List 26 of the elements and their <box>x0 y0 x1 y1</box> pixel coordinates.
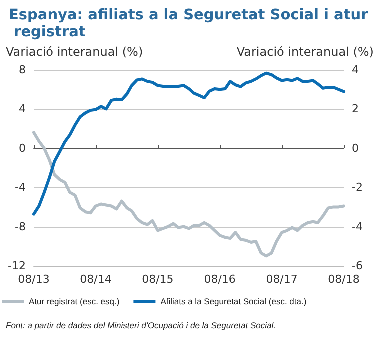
y2-tick-label: 0 <box>352 142 359 155</box>
x-tick-label: 08/14 <box>80 273 112 286</box>
y-tick-label: 8 <box>19 64 26 76</box>
y-tick-label: -4 <box>15 181 26 194</box>
y2-tick-label: 2 <box>352 102 359 116</box>
x-tick-label: 08/15 <box>142 273 174 286</box>
x-tick-label: 08/17 <box>266 273 298 286</box>
y2-tick-label: -2 <box>352 181 363 194</box>
legend-label: Afiliats a la Seguretat Social (esc. dta.) <box>160 296 307 306</box>
chart-title: Espanya: afiliats a la Seguretat Social i atur registrat <box>9 8 370 40</box>
y-axis-title: Variació interanual (%) <box>6 45 144 59</box>
x-tick-label: 08/16 <box>204 273 236 286</box>
y2-tick-label: -4 <box>352 220 363 234</box>
x-tick-label: 08/18 <box>328 273 360 286</box>
legend-label: Atur registrat (esc. esq.) <box>29 296 120 306</box>
line-series <box>32 131 346 258</box>
y2-axis-title: Variació interanual (%) <box>236 45 374 59</box>
y2-tick-label: 4 <box>352 64 359 76</box>
text: Font: a partir de dades del Ministeri d'Ocupació i de la Seguretat Social. <box>6 320 276 330</box>
y2-tick-label: -6 <box>352 260 363 272</box>
y-tick-label: 0 <box>19 142 26 155</box>
y-tick-label: -12 <box>8 260 26 272</box>
y-tick-label: -8 <box>15 220 26 234</box>
x-tick-label: 08/13 <box>18 273 50 286</box>
line-series <box>32 72 346 216</box>
y-tick-label: 4 <box>19 102 26 116</box>
